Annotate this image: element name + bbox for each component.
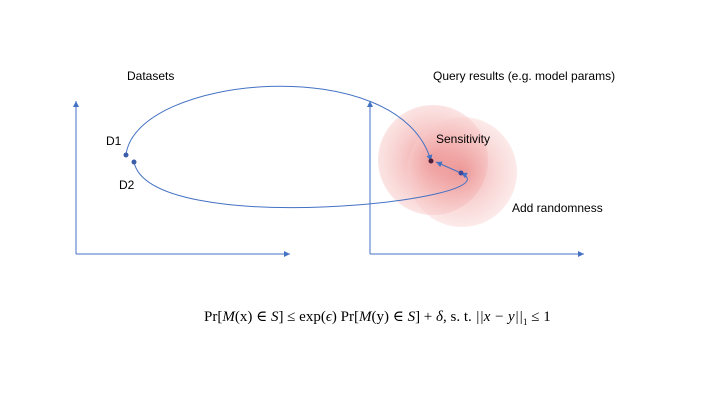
query-results-label: Query results (e.g. model params) (433, 69, 615, 83)
formula-le2: ≤ 1 (527, 309, 550, 325)
dp-formula: Pr[M(x) ∈ S] ≤ exp(ϵ) Pr[M(y) ∈ S] + δ, … (204, 309, 551, 327)
formula-m-y: M (358, 309, 373, 325)
noise-region (378, 105, 517, 227)
result-point-1 (428, 158, 434, 164)
formula-pr1: Pr (204, 309, 217, 325)
formula-plus: ] + (415, 309, 436, 325)
formula-s1: S (271, 309, 279, 325)
dataset-axes (73, 101, 290, 257)
formula-y-arg: (y) ∈ (371, 309, 407, 325)
formula-s2: S (408, 309, 416, 325)
d2-label: D2 (119, 178, 135, 192)
formula-eps: ϵ (326, 309, 333, 325)
formula-sub1: 1 (523, 317, 528, 327)
d1-point (123, 152, 129, 158)
result-point-2 (458, 170, 464, 176)
d2-mapping-arrow (133, 161, 468, 209)
add-randomness-label: Add randomness (512, 201, 603, 215)
formula-delta: δ (436, 309, 444, 325)
datasets-label: Datasets (127, 69, 174, 83)
formula-st: , s. t. (443, 309, 476, 325)
formula-x-arg: (x) ∈ (235, 309, 271, 325)
query-axes (367, 101, 584, 257)
sensitivity-label: Sensitivity (436, 132, 490, 146)
formula-norm: ||x − y|| (476, 309, 523, 325)
d2-point (131, 159, 137, 165)
formula-m-x: M (221, 309, 236, 325)
sensitivity-arrow (435, 161, 462, 174)
formula-le1: ] ≤ exp( (278, 309, 325, 325)
d1-label: D1 (106, 134, 122, 148)
d1-mapping-arrow (125, 85, 433, 162)
formula-pr2: ) Pr (332, 309, 354, 325)
